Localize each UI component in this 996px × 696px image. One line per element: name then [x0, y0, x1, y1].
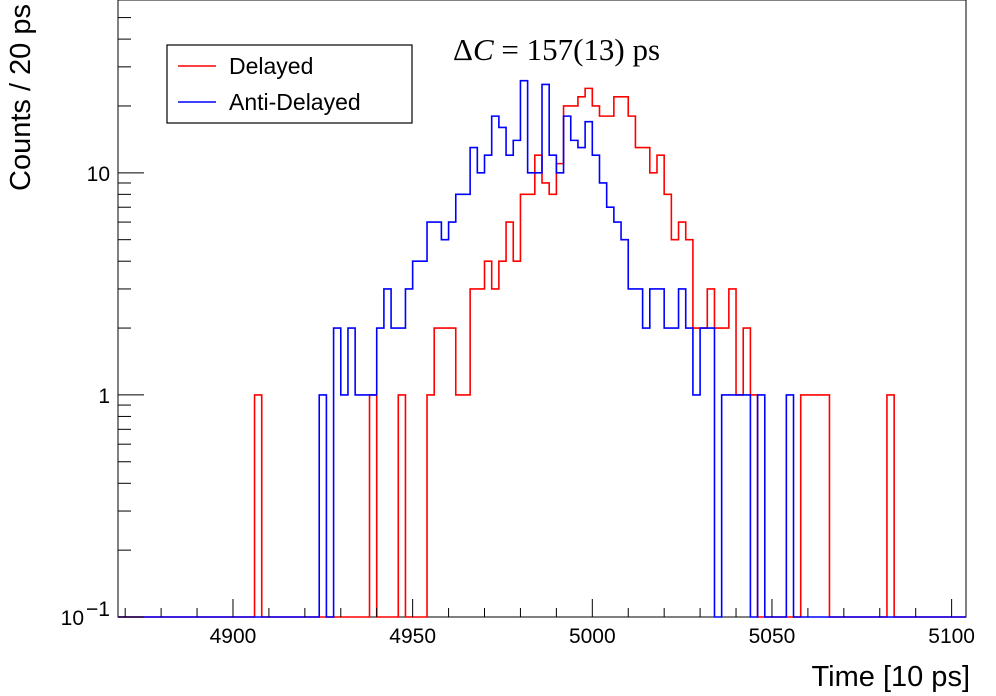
plot-frame [117, 0, 967, 618]
series-layer [118, 79, 966, 618]
axis-layer [118, 0, 953, 618]
legend: Delayed Anti-Delayed [166, 44, 413, 124]
x-axis-title: Time [10 ps] [812, 661, 970, 693]
x-tick-label: 5100 [928, 625, 975, 648]
y-tick-label: 1 [98, 385, 110, 408]
legend-label-delayed: Delayed [229, 53, 313, 79]
annotation-value: = 157(13) ps [494, 32, 660, 67]
x-tick-label: 4950 [389, 625, 436, 648]
x-tick-label: 5050 [749, 625, 796, 648]
y-tick-label: 10 [61, 607, 84, 630]
annotation: ΔC = 157(13) ps [453, 32, 660, 67]
y-tick-label: 10 [87, 163, 110, 186]
y-tick-exponent: −1 [86, 598, 110, 621]
annotation-symbol: Δ [453, 32, 473, 67]
annotation-variable: C [473, 32, 494, 67]
series-line-anti-delayed [118, 79, 966, 618]
x-tick-label: 4900 [210, 625, 257, 648]
y-axis-title: Counts / 20 ps [5, 4, 37, 191]
legend-box [166, 44, 413, 124]
legend-label-anti-delayed: Anti-Delayed [229, 89, 361, 115]
x-tick-label: 5000 [569, 625, 616, 648]
